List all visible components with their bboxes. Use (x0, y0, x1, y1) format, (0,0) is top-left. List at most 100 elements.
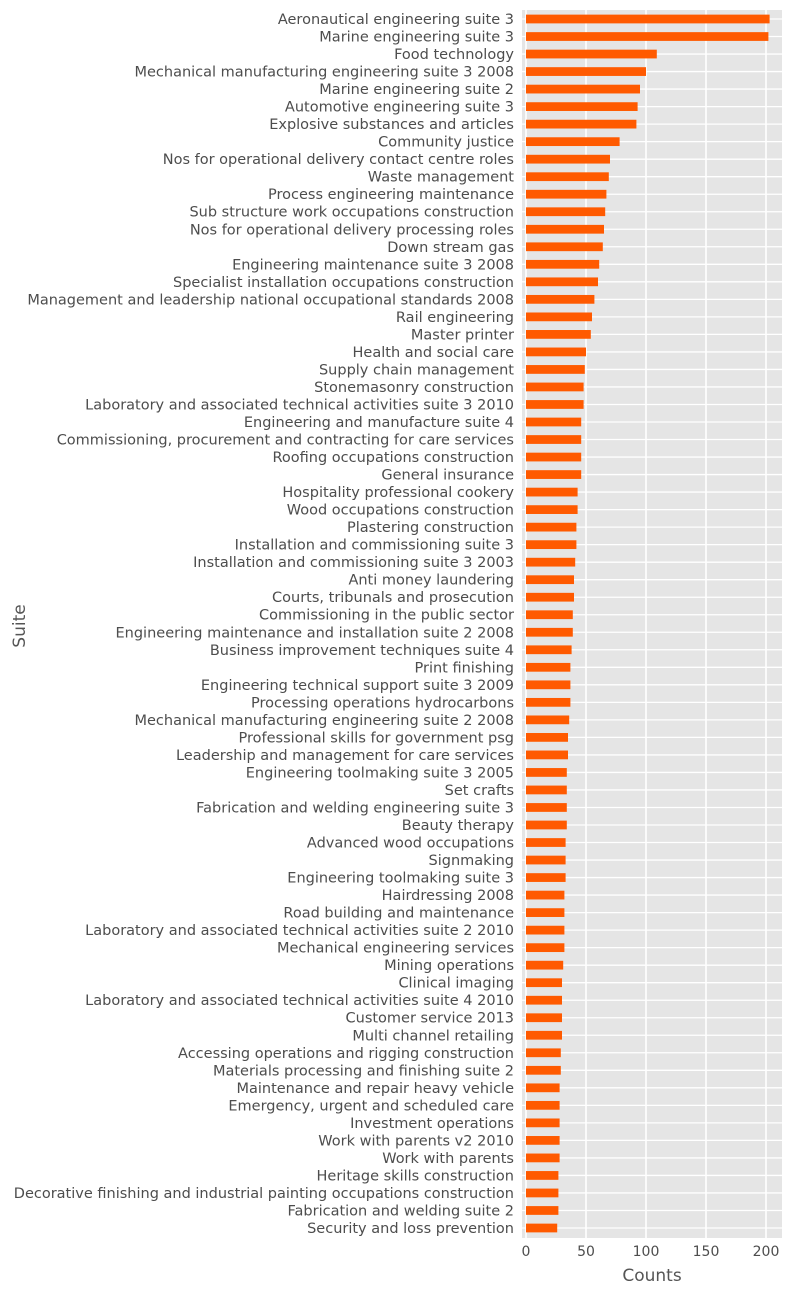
bar (526, 610, 573, 620)
bar (526, 557, 576, 567)
category-label: Courts, tribunals and prosecution (272, 590, 514, 606)
category-label: Laboratory and associated technical acti… (85, 397, 514, 413)
bar (526, 172, 609, 182)
bar (526, 417, 582, 427)
bar (526, 137, 620, 147)
category-label: Installation and commissioning suite 3 2… (193, 555, 514, 571)
bar (526, 67, 646, 76)
x-tick-label: 200 (753, 1244, 780, 1260)
bar (526, 365, 585, 374)
bar (526, 1118, 560, 1128)
category-label: Advanced wood occupations (307, 836, 514, 852)
category-label: Waste management (368, 170, 515, 186)
bar (526, 575, 574, 585)
category-label: Engineering technical support suite 3 20… (201, 678, 514, 694)
category-label: Signmaking (429, 853, 514, 869)
category-label: Multi channel retailing (352, 1028, 514, 1044)
bar (526, 1171, 559, 1180)
bar (526, 1188, 559, 1198)
category-labels: Aeronautical engineering suite 3 Marine e… (14, 12, 515, 1237)
bar (526, 505, 578, 514)
category-label: Print finishing (415, 660, 514, 676)
bar (526, 627, 573, 637)
category-label: Engineering toolmaking suite 3 2005 (246, 765, 514, 781)
bar (526, 1206, 559, 1215)
bar (526, 855, 566, 865)
category-label: Laboratory and associated technical acti… (85, 993, 514, 1009)
category-label: Work with parents v2 2010 (318, 1133, 514, 1149)
bar (526, 347, 586, 357)
category-label: Professional skills for government psg (239, 730, 514, 746)
bar (526, 908, 565, 917)
x-tick-labels: 0 50 100 150 200 (522, 1244, 780, 1260)
category-label: Emergency, urgent and scheduled care (228, 1098, 514, 1114)
bar (526, 1100, 560, 1110)
bar (526, 768, 567, 777)
category-label: Down stream gas (387, 240, 514, 256)
category-label: Laboratory and associated technical acti… (85, 923, 514, 939)
category-label: Road building and maintenance (283, 906, 514, 922)
category-label: Set crafts (445, 783, 514, 799)
category-label: Installation and commissioning suite 3 (235, 538, 514, 554)
bar (526, 890, 565, 900)
category-label: Decorative finishing and industrial pain… (14, 1186, 514, 1202)
category-label: Business improvement techniques suite 4 (210, 643, 514, 659)
bar (526, 259, 600, 269)
bar (526, 154, 610, 164)
category-label: Maintenance and repair heavy vehicle (236, 1081, 514, 1097)
bar (526, 1083, 560, 1093)
category-label: Materials processing and finishing suite… (213, 1063, 514, 1079)
category-label: Clinical imaging (398, 976, 514, 992)
category-label: Community justice (378, 135, 514, 151)
category-label: Stonemasonry construction (314, 380, 514, 396)
category-label: General insurance (381, 468, 514, 484)
category-label: Engineering toolmaking suite 3 (287, 871, 514, 887)
category-label: Leadership and management for care servi… (176, 748, 514, 764)
x-tick-label: 0 (522, 1244, 531, 1260)
bar (526, 14, 770, 24)
category-label: Aeronautical engineering suite 3 (278, 12, 514, 28)
category-label: Management and leadership national occup… (27, 292, 514, 308)
bar (526, 102, 638, 111)
bar (526, 1048, 561, 1058)
category-label: Security and loss prevention (307, 1221, 514, 1237)
category-label: Process engineering maintenance (268, 187, 514, 203)
category-label: Hospitality professional cookery (282, 485, 514, 501)
bar (526, 943, 565, 953)
category-label: Roofing occupations construction (272, 450, 514, 466)
category-label: Mechanical manufacturing engineering sui… (134, 713, 514, 729)
category-label: Sub structure work occupations construct… (189, 205, 514, 221)
category-label: Hairdressing 2008 (382, 888, 514, 904)
category-label: Food technology (394, 47, 514, 63)
bar (526, 960, 564, 970)
bar (526, 1013, 562, 1023)
category-label: Engineering maintenance and installation… (116, 625, 515, 641)
x-tick-label: 50 (577, 1244, 595, 1260)
category-label: Marine engineering suite 3 (319, 30, 514, 46)
category-label: Supply chain management (319, 362, 514, 378)
category-label: Plastering construction (347, 520, 514, 536)
bar (526, 242, 603, 252)
x-axis-title: Counts (622, 1266, 681, 1286)
category-label: Master printer (411, 327, 514, 343)
category-label: Customer service 2013 (346, 1011, 515, 1027)
category-label: Fabrication and welding suite 2 (288, 1203, 514, 1219)
bar (526, 733, 568, 742)
bar (526, 540, 577, 550)
category-label: Nos for operational delivery contact cen… (163, 152, 514, 168)
bar (526, 1153, 560, 1163)
bar (526, 680, 571, 690)
bar (526, 1030, 562, 1040)
bar (526, 294, 595, 304)
bar (526, 224, 604, 234)
bar (526, 820, 567, 830)
x-tick-label: 150 (693, 1244, 720, 1260)
bar (526, 697, 571, 707)
bar (526, 330, 591, 339)
category-label: Engineering maintenance suite 3 2008 (232, 257, 514, 273)
bar (526, 312, 592, 322)
category-label: Heritage skills construction (317, 1168, 515, 1184)
bar (526, 1065, 561, 1075)
category-label: Health and social care (353, 345, 515, 361)
